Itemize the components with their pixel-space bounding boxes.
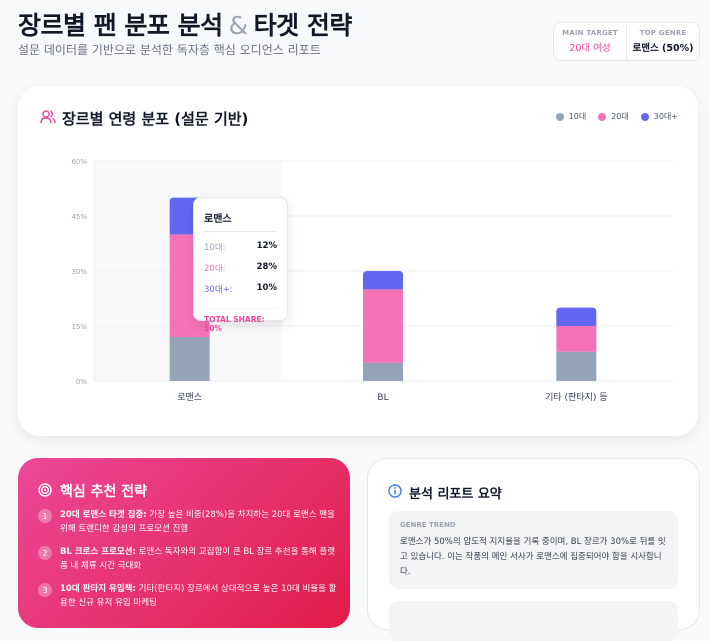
legend-label-10s: 10대 [568, 112, 587, 121]
x-tick-label: 로맨스 [177, 392, 202, 403]
strategy-item-body: 기타(판타지) 장르에서 상대적으로 높은 10대 비율을 활용한 신규 유저 … [60, 584, 337, 608]
stacked-bar-chart: 0% 15% 30% 45% 60% 로맨스 BL 기타 (판타지) 등 [71, 158, 673, 403]
tooltip-value-10s: 12% [256, 241, 277, 251]
users-icon [40, 109, 56, 128]
y-tick-label: 60% [71, 158, 87, 166]
y-tick-label: 0% [76, 378, 87, 386]
main-target-value: 20대 여성 [569, 43, 611, 54]
info-icon [388, 483, 402, 502]
top-genre-label: TOP GENRE [639, 29, 687, 37]
tooltip-row-30s: 30대+: 10% [204, 283, 277, 295]
next-insight-box [389, 601, 678, 641]
tooltip-total: TOTAL SHARE: 50% [204, 308, 277, 333]
strategy-card: 핵심 추천 전략 1 20대 로맨스 타겟 집중: 가장 높은 비중(28%)을… [18, 458, 350, 628]
tooltip-value-20s: 28% [256, 262, 277, 272]
bar-segment [556, 307, 597, 326]
strategy-item-heading: 20대 로맨스 타겟 집중: [60, 510, 147, 520]
main-target-label: MAIN TARGET [562, 29, 618, 37]
x-tick-label: 기타 (판타지) 등 [545, 392, 607, 403]
tooltip-label-10s: 10대: [204, 243, 226, 253]
strategy-item-body: 가장 높은 비중(28%)을 차지하는 20대 로맨스 팬을 위해 트렌디한 감… [60, 510, 335, 534]
genre-trend-box: GENRE TREND 로맨스가 50%의 압도적 지지율을 기록 중이며, B… [389, 511, 678, 589]
strategy-item-heading: BL 크로스 프로모션: [60, 547, 136, 557]
legend-swatch-20s [598, 112, 607, 121]
tooltip-row-10s: 10대: 12% [204, 241, 277, 253]
legend-label-20s: 20대 [611, 112, 629, 121]
tooltip-value-30s: 10% [256, 283, 277, 293]
legend-swatch-30s [640, 112, 649, 121]
legend-item-10s[interactable]: 10대 [555, 111, 587, 122]
chart-card: 0% 15% 30% 45% 60% 로맨스 BL 기타 (판타지) 등 장르별 연령 분포 … [18, 86, 698, 436]
bar-segment [556, 351, 597, 381]
bar-segment [169, 337, 210, 381]
page-title-amp: & [228, 11, 249, 40]
report-card: 분석 리포트 요약 GENRE TREND 로맨스가 50%의 압도적 지지율을… [367, 458, 700, 641]
tooltip-row-20s: 20대: 28% [204, 262, 277, 274]
strategy-item-number: 2 [38, 546, 52, 560]
bar-segment [556, 326, 597, 352]
y-tick-label: 45% [71, 213, 87, 221]
top-genre-badge: TOP GENRE 로맨스 (50%) [626, 23, 699, 60]
strategy-item-body: 로맨스 독자와의 교집합이 큰 BL 장르 추천을 통해 플랫폼 내 체류 시간… [60, 547, 336, 571]
legend-label-30s: 30대+ [653, 112, 678, 121]
y-tick-label: 15% [71, 323, 87, 331]
main-target-badge: MAIN TARGET 20대 여성 [554, 23, 626, 60]
summary-badges: MAIN TARGET 20대 여성 TOP GENRE 로맨스 (50%) [553, 22, 700, 61]
tooltip-title: 로맨스 [204, 210, 277, 232]
strategy-item-number: 1 [38, 509, 52, 523]
bar-segment [363, 362, 403, 381]
legend-swatch-10s [555, 112, 564, 121]
strategy-item-heading: 10대 판타지 유입책: [60, 584, 136, 594]
bar-segment [363, 271, 403, 290]
strategy-item: 3 10대 판타지 유입책: 기타(판타지) 장르에서 상대적으로 높은 10대… [38, 582, 338, 610]
strategy-item: 1 20대 로맨스 타겟 집중: 가장 높은 비중(28%)을 차지하는 20대… [38, 508, 338, 536]
chart-legend: 10대 20대 30대+ [555, 111, 678, 122]
chart-title: 장르별 연령 분포 (설문 기반) [62, 110, 249, 128]
target-icon [38, 482, 52, 501]
strategy-item-number: 3 [38, 583, 52, 597]
bar-segment [363, 289, 403, 363]
tooltip-label-20s: 20대: [204, 264, 226, 274]
page-title-sub: 타겟 전략 [253, 11, 353, 40]
chart-header: 장르별 연령 분포 (설문 기반) [40, 108, 248, 129]
tooltip-label-30s: 30대+: [204, 285, 233, 295]
legend-item-20s[interactable]: 20대 [598, 111, 629, 122]
strategy-list: 1 20대 로맨스 타겟 집중: 가장 높은 비중(28%)을 차지하는 20대… [38, 508, 338, 619]
report-header: 분석 리포트 요약 [388, 483, 502, 502]
top-genre-value: 로맨스 (50%) [632, 43, 694, 54]
strategy-item-text: 20대 로맨스 타겟 집중: 가장 높은 비중(28%)을 차지하는 20대 로… [60, 508, 338, 536]
genre-trend-label: GENRE TREND [400, 521, 456, 529]
legend-item-30s[interactable]: 30대+ [640, 111, 678, 122]
strategy-item-text: 10대 판타지 유입책: 기타(판타지) 장르에서 상대적으로 높은 10대 비… [60, 582, 338, 610]
strategy-title: 핵심 추천 전략 [60, 484, 148, 500]
chart-tooltip: 로맨스 10대: 12% 20대: 28% 30대+: 10% TOTAL SH… [193, 197, 288, 333]
page-subtitle: 설문 데이터를 기반으로 분석한 독자층 핵심 오디언스 리포트 [18, 43, 321, 57]
page-title-main: 장르별 팬 분포 분석 [18, 11, 223, 40]
strategy-item: 2 BL 크로스 프로모션: 로맨스 독자와의 교집합이 큰 BL 장르 추천을… [38, 545, 338, 573]
report-title: 분석 리포트 요약 [409, 487, 502, 502]
strategy-item-text: BL 크로스 프로모션: 로맨스 독자와의 교집합이 큰 BL 장르 추천을 통… [60, 545, 338, 573]
x-tick-label: BL [377, 393, 388, 403]
strategy-header: 핵심 추천 전략 [38, 481, 147, 501]
genre-trend-text: 로맨스가 50%의 압도적 지지율을 기록 중이며, BL 장르가 30%로 뒤… [400, 537, 666, 577]
page-title: 장르별 팬 분포 분석 & 타겟 전략 [18, 6, 352, 42]
y-tick-label: 30% [71, 268, 87, 276]
